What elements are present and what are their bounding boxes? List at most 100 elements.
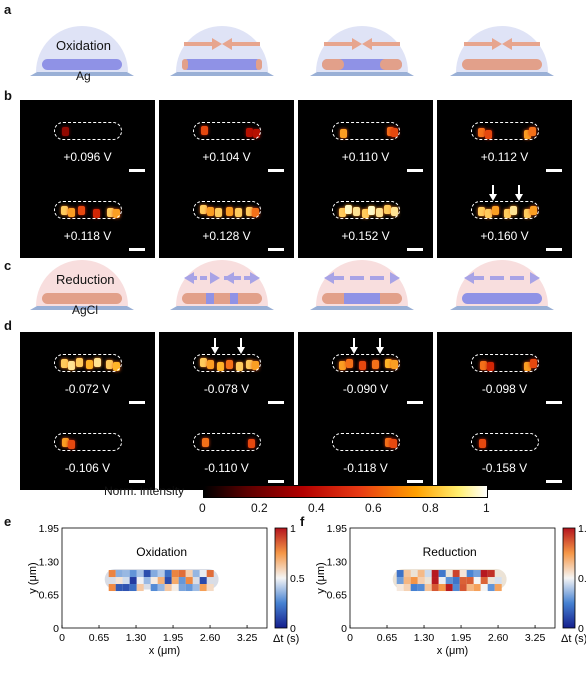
heatmap-cell xyxy=(466,577,474,585)
heatmap-cell xyxy=(459,577,467,585)
intensity-spot xyxy=(217,361,225,371)
intensity-spot xyxy=(60,359,68,369)
intensity-spot xyxy=(62,127,70,137)
nanorod-outline xyxy=(332,201,400,219)
microscopy-tile: +0.096 V xyxy=(20,100,155,179)
heatmap-cell xyxy=(178,584,186,592)
heatmap-cell xyxy=(143,570,151,578)
heatmap-plot-e: 0 0.65 1.30 1.95 2.60 3.25 0 0.65 1.30 1.95 Oxidat… xyxy=(27,523,305,657)
heatmap-cell xyxy=(410,577,418,585)
heatmap-cell xyxy=(403,570,411,578)
intensity-spot xyxy=(480,360,488,370)
heatmap-cell xyxy=(417,570,425,578)
scale-bar xyxy=(407,169,423,172)
intensity-spot xyxy=(245,359,253,369)
heatmap-cell xyxy=(136,570,144,578)
intensity-spot xyxy=(477,128,485,138)
nanorod-outline xyxy=(471,354,539,372)
voltage-label: -0.110 V xyxy=(204,461,249,475)
scale-bar xyxy=(268,401,284,404)
plot-frame xyxy=(61,527,268,629)
schematic-c-substrate: AgCl xyxy=(72,303,99,317)
heatmap-cell xyxy=(115,584,123,592)
down-arrow-icon xyxy=(379,338,381,348)
nanorod-outline xyxy=(54,201,122,219)
heatmap-cell xyxy=(403,584,411,592)
heatmap-cell xyxy=(459,584,467,592)
colorbar-tick-label: 0.5 xyxy=(290,573,305,585)
heatmap-cell xyxy=(480,570,488,578)
intensity-spot xyxy=(352,206,360,216)
scale-bar xyxy=(407,401,423,404)
heatmap-cell xyxy=(122,584,130,592)
colorbar-tick-label: 1 xyxy=(290,523,296,535)
scale-bar xyxy=(546,169,562,172)
microscopy-tile: +0.128 V xyxy=(159,179,294,258)
down-arrow-icon xyxy=(492,185,494,195)
colorbar-tick: 1 xyxy=(483,501,490,515)
down-arrow-icon xyxy=(240,338,242,348)
colorbar-tick-label: 0 xyxy=(290,623,296,635)
heatmap-cell xyxy=(424,584,432,592)
microscopy-tile: +0.152 V xyxy=(298,179,433,258)
schematic-reduction-1 xyxy=(30,260,134,310)
schematic-oxidation-3 xyxy=(310,26,414,76)
nanorod-outline xyxy=(332,122,400,140)
heatmap-cell xyxy=(487,570,495,578)
heatmap-cell xyxy=(108,570,116,578)
heatmap-cell xyxy=(115,570,123,578)
heatmap-cell xyxy=(108,584,116,592)
microscopy-tile: -0.118 V xyxy=(298,411,433,490)
x-axis-label: x (μm) xyxy=(437,645,468,657)
schematic-reduction-3 xyxy=(310,260,414,310)
intensity-spot xyxy=(199,205,207,215)
heatmap-cell xyxy=(206,584,214,592)
intensity-spot xyxy=(235,208,243,218)
microscopy-tile: +0.112 V xyxy=(437,100,572,179)
heatmap-cell xyxy=(410,584,418,592)
plot-title: Reduction xyxy=(423,545,477,559)
intensity-spot xyxy=(201,126,209,136)
heatmap-cell xyxy=(417,577,425,585)
intensity-spot xyxy=(477,207,485,217)
microscopy-tile: -0.110 V xyxy=(159,411,294,490)
voltage-label: -0.098 V xyxy=(481,382,528,396)
plot-frame xyxy=(349,527,556,629)
heatmap-cell xyxy=(431,577,439,585)
intensity-spot xyxy=(486,361,494,371)
intensity-spot xyxy=(106,207,114,217)
colorbar-tick: 0.8 xyxy=(422,501,439,515)
x-tick-label: 3.25 xyxy=(525,632,546,644)
heatmap-cell xyxy=(157,584,165,592)
intensity-spot xyxy=(510,205,518,215)
heatmap-cell xyxy=(487,584,495,592)
x-tick-label: 0 xyxy=(59,632,65,644)
voltage-label: +0.110 V xyxy=(341,150,390,164)
heatmap-cell xyxy=(452,584,460,592)
heatmap-cell xyxy=(396,577,404,585)
intensity-spot xyxy=(247,439,255,449)
nanorod-outline xyxy=(193,201,261,219)
panel-label-e: e xyxy=(4,514,12,529)
intensity-spot xyxy=(77,205,85,215)
delta-t-colorbar xyxy=(562,527,576,629)
heatmap-cell xyxy=(143,577,151,585)
schematic-a-title: Oxidation xyxy=(56,38,111,53)
plot-title: Oxidation xyxy=(136,545,187,559)
microscopy-tile: -0.072 V xyxy=(20,332,155,411)
intensity-spot xyxy=(384,358,392,368)
intensity-spot xyxy=(384,437,392,447)
intensity-spot xyxy=(346,358,354,368)
nanorod-outline xyxy=(193,122,261,140)
heatmap-cell xyxy=(129,570,137,578)
intensity-spot xyxy=(245,206,253,216)
voltage-label: +0.152 V xyxy=(341,229,390,243)
colorbar-tick-label: 1.7 xyxy=(578,523,586,535)
intensity-spot xyxy=(68,207,76,217)
nanorod-outline xyxy=(54,354,122,372)
heatmap-cell xyxy=(473,584,481,592)
heatmap-cell xyxy=(157,570,165,578)
intensity-spot xyxy=(62,438,70,448)
heatmap-cell xyxy=(473,577,481,585)
arrow-head-icon xyxy=(376,347,384,354)
